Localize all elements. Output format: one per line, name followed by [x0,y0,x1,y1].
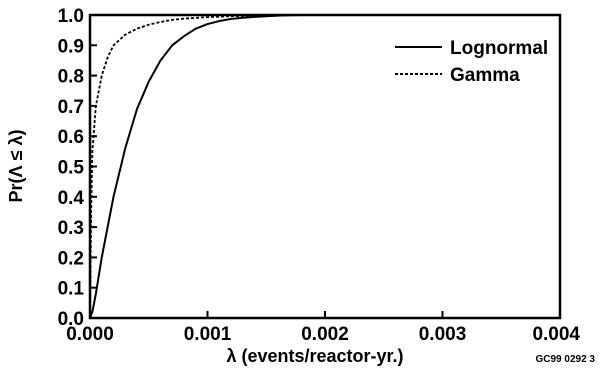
x-axis-ticks: 0.000 0.001 0.002 0.003 0.004 [66,311,580,345]
legend: Lognormal Gamma [395,38,548,86]
y-tick-label: 0.3 [58,218,84,239]
series-line-gamma [89,14,560,319]
y-axis-title: Pr(Λ ≤ λ) [6,130,26,203]
x-tick-label: 0.000 [66,324,114,345]
x-tick-label: 0.004 [532,324,580,345]
y-tick-label: 0.4 [58,188,85,209]
x-axis-title: λ (events/reactor-yr.) [226,346,403,366]
y-tick-label: 1.0 [58,6,84,27]
y-tick-label: 0.1 [58,279,85,300]
y-tick-label: 0.0 [58,309,84,330]
series-line-lognormal [89,14,560,319]
y-tick-label: 0.6 [58,127,84,148]
y-tick-label: 0.7 [58,97,84,118]
x-tick-label: 0.003 [419,324,467,345]
y-axis-ticks: 0.0 0.1 0.2 0.3 0.4 0.5 0.6 0.7 0.8 0.9 1.0 [58,6,97,330]
figure-code-label: GC99 0292 3 [536,354,596,365]
y-tick-label: 0.8 [58,67,84,88]
legend-label-lognormal: Lognormal [450,38,548,59]
y-tick-label: 0.2 [58,248,84,269]
legend-label-gamma: Gamma [450,65,520,86]
series-layer [89,14,560,319]
x-tick-label: 0.001 [184,324,232,345]
y-tick-label: 0.9 [58,36,84,57]
x-tick-label: 0.002 [301,324,349,345]
y-tick-label: 0.5 [58,158,85,179]
